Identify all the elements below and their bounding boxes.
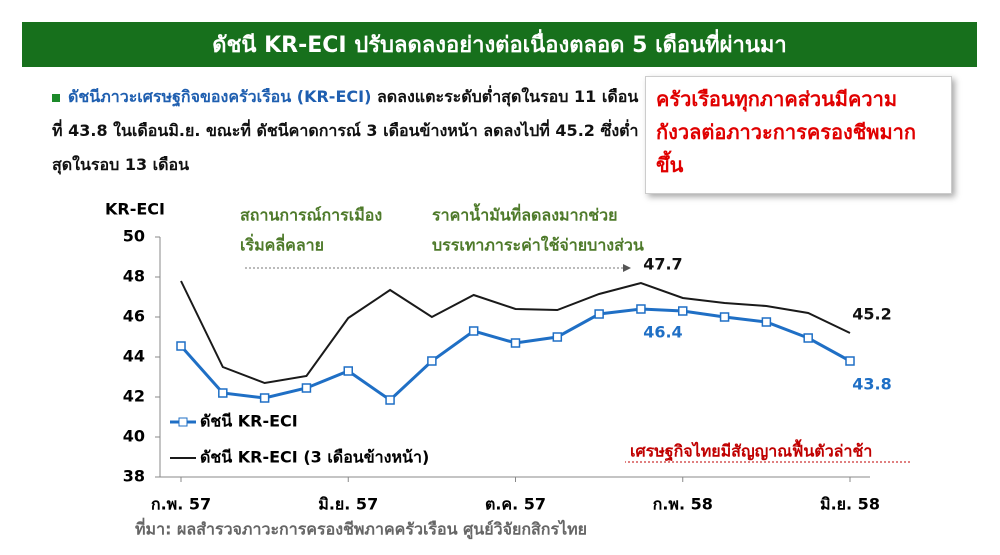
point-marker: [678, 306, 688, 316]
point-marker: [427, 356, 437, 366]
y-tick-label: 40: [123, 427, 145, 446]
y-tick-label: 48: [123, 267, 145, 286]
point-marker: [176, 341, 186, 351]
legend-label: ดัชนี KR-ECI (3 เดือนข้างหน้า): [200, 448, 429, 467]
point-marker: [719, 312, 730, 322]
legend-marker: [178, 417, 188, 427]
x-tick-label: มิ.ย. 57: [318, 495, 378, 514]
annotation: ราคาน้ำมันที่ลดลงมากช่วย: [432, 203, 617, 225]
data-label: 46.4: [643, 323, 682, 342]
legend-label: ดัชนี KR-ECI: [200, 412, 298, 431]
point-marker: [594, 309, 604, 319]
point-marker: [343, 366, 353, 376]
y-tick-label: 50: [123, 227, 145, 246]
y-tick-label: 44: [123, 347, 145, 366]
y-axis-label: KR-ECI: [105, 200, 165, 219]
point-marker: [218, 388, 228, 398]
x-tick-label: ก.พ. 57: [151, 495, 211, 514]
point-marker: [510, 338, 521, 348]
annotation: บรรเทาภาระค่าใช้จ่ายบางส่วน: [432, 236, 644, 255]
source: ที่มา: ผลสำรวจภาวะการครองชีพภาคครัวเรือน…: [135, 518, 587, 541]
x-tick-label: มิ.ย. 58: [820, 495, 880, 514]
point-marker: [761, 317, 772, 327]
point-marker: [259, 393, 270, 403]
series-line: [179, 307, 851, 402]
point-marker: [468, 326, 479, 336]
annotation: เศรษฐกิจไทยมีสัญญาณฟื้นตัวล่าช้า: [630, 439, 872, 462]
data-label: 47.7: [643, 255, 682, 274]
y-tick-label: 46: [123, 307, 145, 326]
data-label: 43.8: [852, 375, 891, 394]
point-marker: [385, 395, 395, 405]
y-tick-label: 38: [123, 467, 145, 486]
point-marker: [301, 383, 312, 393]
bullet-highlight: ดัชนีภาวะเศรษฐกิจของครัวเรือน (KR-ECI): [68, 87, 372, 106]
point-marker: [803, 333, 813, 343]
point-marker: [552, 332, 563, 342]
point-marker: [636, 304, 646, 314]
bullet-body: ลดลงแตะระดับต่ำสุดในรอบ 11 เดือน ที่ 43.…: [52, 87, 639, 174]
annotation: สถานการณ์การเมือง: [240, 206, 382, 225]
title-bar: ดัชนี KR-ECI ปรับลดลงอย่างต่อเนื่องตลอด …: [22, 22, 977, 67]
data-label: 45.2: [852, 305, 891, 324]
point-marker: [845, 356, 855, 366]
series-line: [180, 280, 851, 385]
x-tick-label: ก.พ. 58: [653, 495, 713, 514]
bullet-text: ดัชนีภาวะเศรษฐกิจของครัวเรือน (KR-ECI) ล…: [52, 80, 642, 182]
callout: ครัวเรือนทุกภาคส่วนมีความกังวลต่อภาวะการ…: [645, 76, 952, 194]
bullet-marker: [52, 93, 60, 102]
y-tick-label: 42: [123, 387, 145, 406]
x-tick-label: ต.ค. 57: [485, 495, 546, 514]
annotation: เริ่มคลี่คลาย: [240, 234, 324, 255]
title: ดัชนี KR-ECI ปรับลดลงอย่างต่อเนื่องตลอด …: [212, 33, 787, 58]
